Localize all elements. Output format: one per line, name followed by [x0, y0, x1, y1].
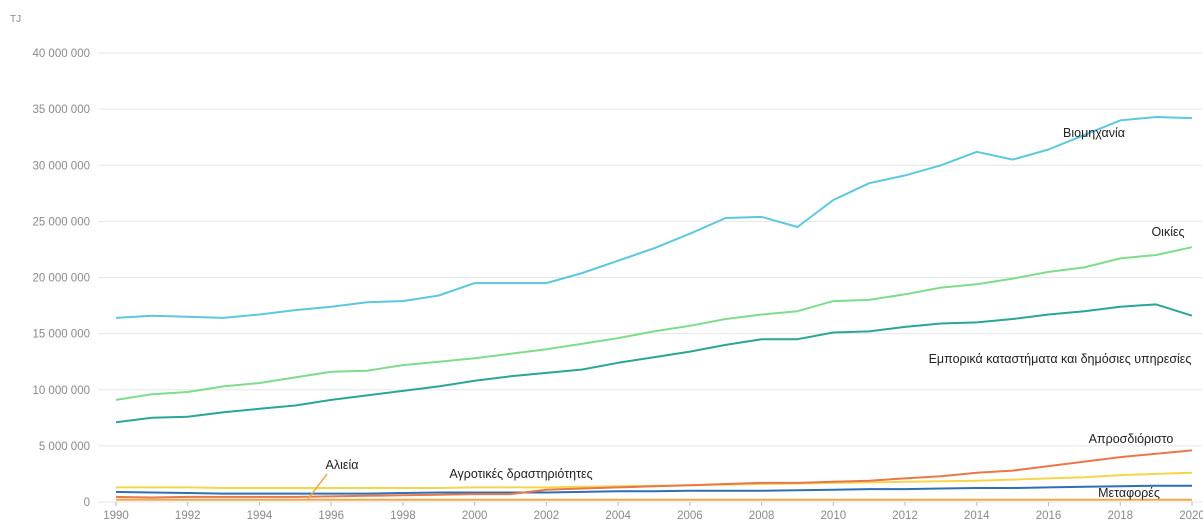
x-tick-label: 2004	[605, 510, 631, 522]
series-label: Αλιεία	[326, 458, 359, 472]
series-label: Οικίες	[1151, 225, 1184, 239]
y-axis-ticks: 0 5 000 000 10 000 000 15 000 000 20 000 000…	[32, 48, 90, 509]
label-leader-line	[307, 473, 328, 500]
y-tick-label: 15 000 000	[32, 329, 90, 341]
series-label: Εμπορικά καταστήματα και δημόσιες υπηρεσ…	[929, 352, 1192, 366]
y-tick-label: 10 000 000	[32, 385, 90, 397]
y-tick-label: 0	[84, 497, 90, 509]
x-tick-label: 1992	[175, 510, 201, 522]
gridlines	[98, 52, 1202, 503]
x-tick-label: 1996	[318, 510, 344, 522]
y-tick-label: 25 000 000	[32, 216, 90, 228]
series-line	[115, 303, 1193, 424]
series-line	[115, 116, 1193, 319]
series-lines	[115, 116, 1193, 501]
series-label: Βιομηχανία	[1063, 126, 1125, 140]
x-tick-label: 2008	[749, 510, 775, 522]
x-tick-label: 1990	[103, 510, 129, 522]
y-tick-label: 40 000 000	[32, 48, 90, 60]
x-axis-ticks: 1990 1992 1994 1996 1998 2000 2002 2004 2006 2008…	[103, 502, 1203, 522]
x-tick-label: 2014	[964, 510, 990, 522]
x-tick-label: 2010	[821, 510, 847, 522]
y-tick-label: 35 000 000	[32, 104, 90, 116]
x-tick-label: 1998	[390, 510, 416, 522]
x-tick-label: 2020	[1179, 510, 1203, 522]
series-labels: Βιομηχανία Οικίες Εμπορικά καταστήματα και…	[307, 126, 1192, 500]
series-label: Μεταφορές	[1098, 486, 1160, 500]
series-label: Απροσδιόριστο	[1089, 432, 1174, 446]
y-axis-unit-label: TJ	[10, 14, 21, 25]
x-tick-label: 2002	[534, 510, 560, 522]
x-tick-label: 2018	[1107, 510, 1133, 522]
y-tick-label: 5 000 000	[39, 441, 90, 453]
x-tick-label: 2012	[892, 510, 918, 522]
x-tick-label: 2016	[1036, 510, 1062, 522]
x-tick-label: 2000	[462, 510, 488, 522]
y-tick-label: 30 000 000	[32, 160, 90, 172]
series-line	[115, 449, 1193, 499]
series-line	[115, 246, 1193, 401]
series-label: Αγροτικές δραστηριότητες	[449, 467, 592, 481]
x-tick-label: 1994	[247, 510, 273, 522]
y-tick-label: 20 000 000	[32, 273, 90, 285]
x-tick-label: 2006	[677, 510, 703, 522]
series-line	[115, 484, 1192, 495]
